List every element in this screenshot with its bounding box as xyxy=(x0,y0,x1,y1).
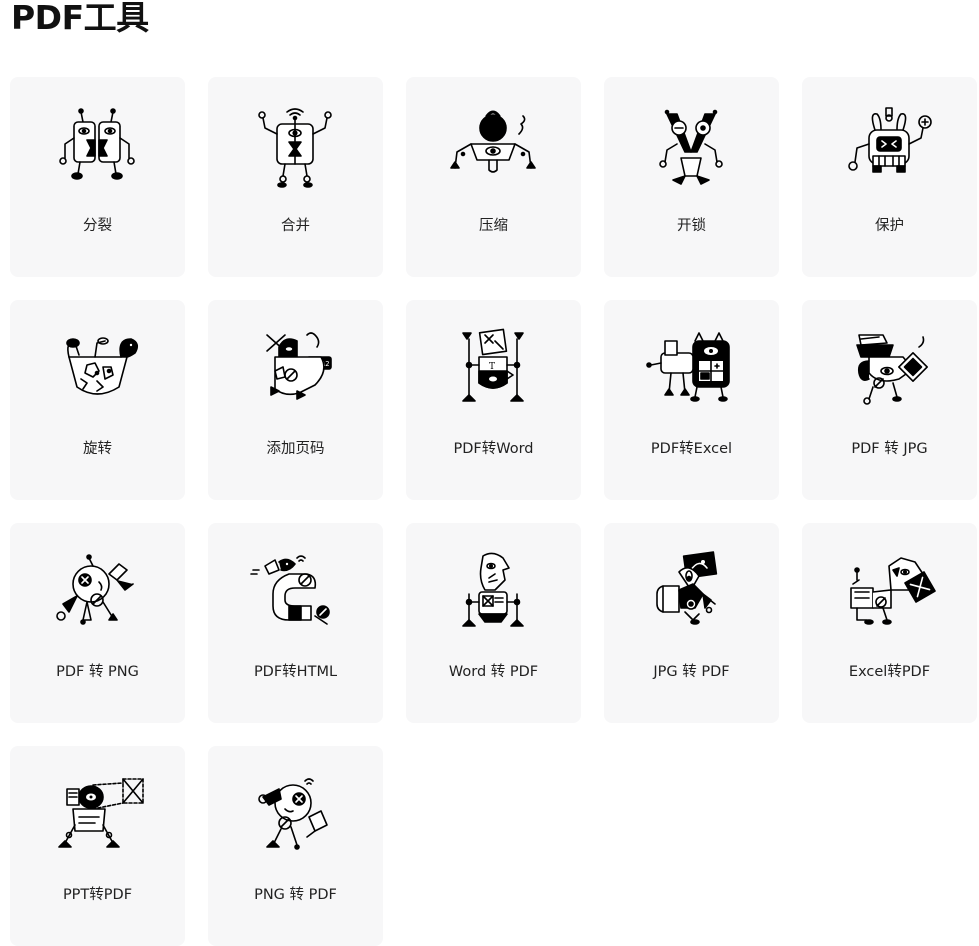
tool-label: Word 转 PDF xyxy=(448,664,539,680)
tool-card-compress[interactable]: 压缩 xyxy=(406,77,581,277)
tool-card-word-to-pdf[interactable]: Word 转 PDF xyxy=(406,523,581,723)
tool-label: JPG 转 PDF xyxy=(653,664,730,680)
tool-card-protect[interactable]: 保护 xyxy=(802,77,977,277)
tool-card-png-to-pdf[interactable]: PNG 转 PDF xyxy=(208,746,383,946)
tool-label: PDF 转 PNG xyxy=(56,664,139,680)
tool-label: 压缩 xyxy=(479,218,508,234)
ppt-to-pdf-robot-icon xyxy=(47,773,147,863)
rotate-robot-icon xyxy=(47,327,147,417)
tool-card-unlock[interactable]: 开锁 xyxy=(604,77,779,277)
tool-label: PDF转Word xyxy=(453,441,534,457)
tool-card-pdf-to-word[interactable]: T PDF转Word xyxy=(406,300,581,500)
png-to-pdf-robot-icon xyxy=(245,773,345,863)
jpg-to-pdf-robot-icon xyxy=(641,550,741,640)
word-to-pdf-robot-icon xyxy=(443,550,543,640)
protect-robot-icon xyxy=(839,104,939,194)
tool-label: PDF 转 JPG xyxy=(851,441,928,457)
tool-card-jpg-to-pdf[interactable]: JPG 转 PDF xyxy=(604,523,779,723)
tool-label: 开锁 xyxy=(677,218,706,234)
tool-label: Excel转PDF xyxy=(848,664,931,680)
pdf-to-word-robot-icon: T xyxy=(443,327,543,417)
merge-robot-icon xyxy=(245,104,345,194)
tool-card-merge[interactable]: 合并 xyxy=(208,77,383,277)
compress-robot-icon xyxy=(443,104,543,194)
tool-card-pdf-to-png[interactable]: PDF 转 PNG xyxy=(10,523,185,723)
tool-label: 保护 xyxy=(875,218,904,234)
unlock-robot-icon xyxy=(641,104,741,194)
tool-label: 添加页码 xyxy=(266,441,325,457)
excel-to-pdf-robot-icon xyxy=(839,550,939,640)
pdf-to-html-robot-icon xyxy=(245,550,345,640)
tool-card-pdf-to-jpg[interactable]: PDF 转 JPG xyxy=(802,300,977,500)
tool-card-add-page-numbers[interactable]: 15:A2 添加页码 xyxy=(208,300,383,500)
page-number-robot-icon: 15:A2 xyxy=(245,327,345,417)
tools-grid: 分裂 合并 xyxy=(10,77,977,946)
tool-label: PPT转PDF xyxy=(62,887,133,903)
pdf-to-png-robot-icon xyxy=(47,550,147,640)
svg-text:T: T xyxy=(489,362,495,372)
tool-label: 合并 xyxy=(281,218,310,234)
tool-label: PDF转HTML xyxy=(253,664,338,680)
tool-card-rotate[interactable]: 旋转 xyxy=(10,300,185,500)
tool-label: 分裂 xyxy=(83,218,112,234)
tool-card-pdf-to-excel[interactable]: PDF转Excel xyxy=(604,300,779,500)
tool-label: 旋转 xyxy=(83,441,112,457)
tool-card-split[interactable]: 分裂 xyxy=(10,77,185,277)
tool-card-excel-to-pdf[interactable]: Excel转PDF xyxy=(802,523,977,723)
tool-card-ppt-to-pdf[interactable]: PPT转PDF xyxy=(10,746,185,946)
tool-label: PDF转Excel xyxy=(650,441,733,457)
pdf-to-jpg-robot-icon xyxy=(839,327,939,417)
page-title: PDF工具 xyxy=(11,0,149,37)
tool-label: PNG 转 PDF xyxy=(254,887,337,903)
split-robot-icon xyxy=(47,104,147,194)
pdf-to-excel-robot-icon xyxy=(641,327,741,417)
tool-card-pdf-to-html[interactable]: PDF转HTML xyxy=(208,523,383,723)
